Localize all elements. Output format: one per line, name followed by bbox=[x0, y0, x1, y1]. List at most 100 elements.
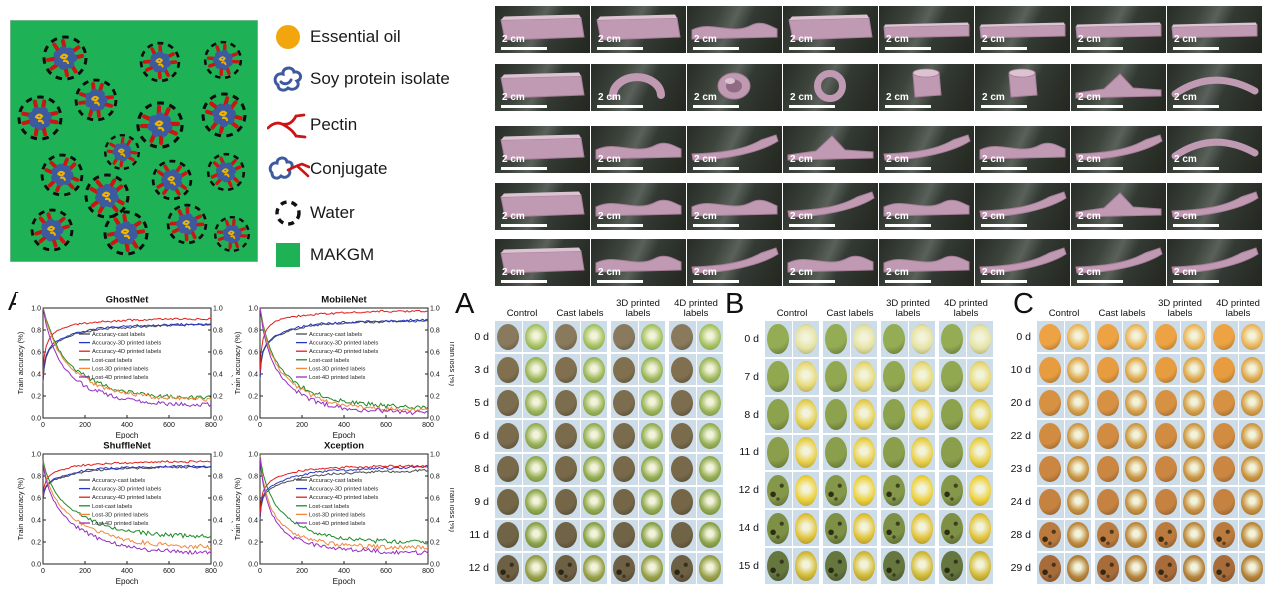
fruit-photo-whole bbox=[1037, 453, 1064, 485]
fruit bbox=[1039, 522, 1062, 549]
day-label: 5 d bbox=[474, 396, 489, 409]
fruit bbox=[1213, 555, 1236, 582]
film-photo: 2 cm bbox=[495, 183, 590, 230]
fruit-pair bbox=[939, 548, 993, 584]
fruit bbox=[640, 422, 663, 449]
film-shape-roll bbox=[717, 72, 751, 100]
scale-label: 2 cm bbox=[1174, 154, 1197, 165]
fruit bbox=[825, 399, 848, 431]
scale-label: 2 cm bbox=[790, 267, 813, 278]
fruit-photo-whole bbox=[553, 519, 580, 551]
scale-bar bbox=[1173, 47, 1219, 50]
scale-label: 2 cm bbox=[1174, 267, 1197, 278]
svg-text:0.6: 0.6 bbox=[213, 349, 223, 356]
svg-text:400: 400 bbox=[121, 568, 133, 575]
fruit bbox=[555, 323, 578, 350]
scale-bar bbox=[597, 105, 643, 108]
fruit bbox=[1097, 389, 1120, 416]
fruit-pair bbox=[881, 321, 935, 357]
film-row: 2 cm 2 cm 2 cm 2 cm 2 cm 2 cm 2 cm 2 cm bbox=[495, 239, 1267, 286]
fruit bbox=[524, 389, 547, 416]
film-photo: 2 cm bbox=[687, 126, 782, 173]
scale-label: 2 cm bbox=[502, 267, 525, 278]
fruit-photo-cut bbox=[966, 434, 993, 471]
fruit-photo-whole bbox=[553, 420, 580, 452]
fruit bbox=[1213, 323, 1236, 350]
svg-text:Train loss (%): Train loss (%) bbox=[448, 340, 454, 386]
legend-item-essential-oil: Essential oil bbox=[266, 20, 401, 54]
fruit-photo-whole bbox=[881, 510, 908, 547]
film-shape-bent bbox=[691, 134, 779, 161]
film-shape-bent bbox=[787, 191, 875, 218]
series-accuracy-4d-printed-labels bbox=[42, 317, 212, 377]
film-shape-fold bbox=[787, 135, 874, 161]
fruit bbox=[582, 389, 605, 416]
fruit bbox=[910, 512, 933, 544]
fruit bbox=[1240, 456, 1263, 483]
fruit-photo-cut bbox=[638, 321, 665, 353]
fruit bbox=[794, 474, 817, 506]
fruit bbox=[852, 399, 875, 431]
film-photo: 2 cm bbox=[879, 183, 974, 230]
svg-text:0.4: 0.4 bbox=[31, 517, 41, 524]
fruit-photo-whole bbox=[1095, 453, 1122, 485]
svg-text:0.4: 0.4 bbox=[213, 517, 223, 524]
fruit-photo-whole bbox=[611, 354, 638, 386]
legend-item-water: Water bbox=[266, 196, 355, 230]
fruit-photo-cut bbox=[1064, 321, 1091, 353]
legend-item-pectin: Pectin bbox=[266, 108, 357, 142]
scale-bar bbox=[789, 167, 835, 170]
scale-label: 2 cm bbox=[598, 34, 621, 45]
fruit-pair bbox=[669, 354, 723, 386]
fruit-pair bbox=[823, 396, 877, 433]
chart-mobilenet: 0 200 400 600 800 0.0 0.0 0.2 0.2 0.4 0.4 0.6 0.6 0.8… bbox=[233, 293, 457, 441]
fruit-row: 5 d bbox=[455, 387, 725, 419]
svg-text:400: 400 bbox=[338, 422, 350, 429]
svg-text:0.8: 0.8 bbox=[248, 473, 258, 480]
fruit bbox=[767, 474, 790, 506]
makgm-emulsion-schematic bbox=[10, 20, 258, 262]
fruit bbox=[640, 555, 663, 582]
fruit bbox=[582, 356, 605, 383]
film-shape-bent bbox=[979, 247, 1067, 274]
fruit-photo-cut bbox=[792, 358, 819, 395]
fruit-photo-whole bbox=[669, 387, 696, 419]
scale-bar bbox=[981, 167, 1027, 170]
svg-text:Train accuracy (%): Train accuracy (%) bbox=[16, 477, 25, 540]
fruit bbox=[555, 522, 578, 549]
panel-letter: C bbox=[1013, 288, 1034, 320]
scale-bar bbox=[693, 224, 739, 227]
scale-bar bbox=[789, 224, 835, 227]
svg-text:800: 800 bbox=[422, 568, 434, 575]
fruit-photo-cut bbox=[696, 486, 723, 518]
fruit-photo-whole bbox=[765, 321, 792, 357]
svg-text:0.2: 0.2 bbox=[31, 539, 41, 546]
film-shape-wavy bbox=[787, 255, 874, 273]
fruit bbox=[883, 437, 906, 468]
fruit-photo-cut bbox=[1180, 453, 1207, 485]
scale-bar bbox=[693, 167, 739, 170]
fruit bbox=[1155, 522, 1178, 549]
fruit-photo-cut bbox=[1180, 552, 1207, 584]
fruit-photo-cut bbox=[1238, 486, 1265, 518]
fruit-row: 3 d bbox=[455, 354, 725, 386]
svg-text:800: 800 bbox=[205, 568, 217, 575]
column-header-label: 3D printed labels bbox=[1158, 298, 1202, 319]
fruit-photo-cut bbox=[908, 358, 935, 395]
fruit-pair bbox=[823, 472, 877, 509]
fruit-photo-whole bbox=[553, 321, 580, 353]
fruit-photo-whole bbox=[881, 358, 908, 395]
fruit-pair bbox=[611, 519, 665, 551]
series-lost-cast-labels bbox=[259, 453, 429, 545]
svg-text:Lost-4D printed labels: Lost-4D printed labels bbox=[309, 521, 365, 527]
scale-label: 2 cm bbox=[502, 154, 525, 165]
fruit bbox=[1240, 323, 1263, 350]
fruit-pair bbox=[495, 354, 549, 386]
fruit-photo-cut bbox=[1238, 519, 1265, 551]
fruit bbox=[613, 555, 636, 582]
fruit-photo-whole bbox=[495, 387, 522, 419]
svg-text:0.8: 0.8 bbox=[430, 473, 440, 480]
fruit-row: 29 d bbox=[997, 552, 1267, 585]
series-lost-3d-printed-labels bbox=[42, 461, 212, 551]
